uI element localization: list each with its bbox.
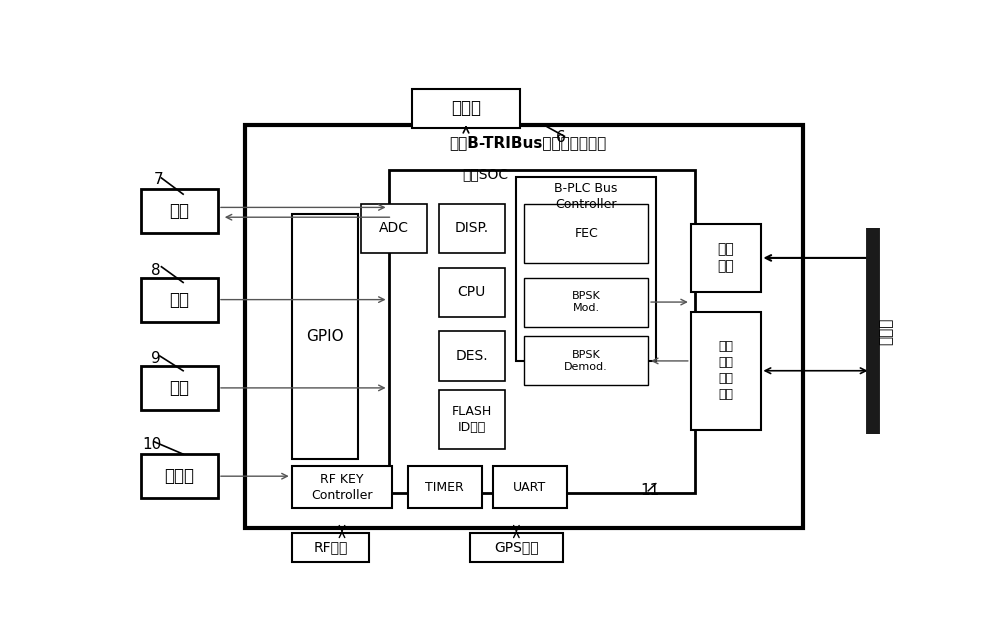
Text: 电子锁: 电子锁 [164,467,194,485]
Bar [412,89,520,128]
Bar [493,466,567,508]
Text: GPS接口: GPS接口 [494,540,539,554]
Text: 刹车: 刹车 [169,379,189,397]
Text: TIMER: TIMER [425,481,464,494]
Text: 10: 10 [142,437,161,452]
Bar [292,466,392,508]
Text: 仪表SOC: 仪表SOC [462,168,508,182]
Text: FEC: FEC [574,227,598,240]
Bar [140,454,218,498]
Text: 11: 11 [640,483,660,498]
Bar [292,533,369,562]
Text: UART: UART [513,481,547,494]
Text: 9: 9 [151,351,160,366]
Bar [245,125,803,527]
Bar [140,278,218,322]
Text: 6: 6 [556,130,566,145]
Text: 7: 7 [154,172,163,187]
Bar [524,336,648,385]
Bar [691,224,761,292]
Bar [361,204,427,253]
Bar [388,169,695,493]
Bar [516,177,656,361]
Text: 驱动
放大
缓冲
滤波: 驱动 放大 缓冲 滤波 [718,340,733,401]
Text: 供电
电路: 供电 电路 [717,242,734,273]
Text: RF接口: RF接口 [313,540,348,554]
Text: 转把: 转把 [169,203,189,220]
Bar [524,278,648,327]
Bar [439,268,505,317]
Text: CPU: CPU [458,285,486,299]
Text: BPSK
Mod.: BPSK Mod. [572,291,600,313]
Text: DES.: DES. [456,349,488,363]
Bar [140,366,218,410]
Text: 拨档: 拨档 [169,290,189,308]
Bar [470,533,563,562]
Text: DISP.: DISP. [455,222,489,236]
Text: 基于B-TRIBus的仪表盘控制器: 基于B-TRIBus的仪表盘控制器 [449,135,607,150]
Bar [140,189,218,233]
Text: GPIO: GPIO [306,329,344,344]
Bar [439,390,505,449]
Text: 8: 8 [151,262,160,278]
Bar [691,312,761,429]
Bar [292,214,358,459]
Bar [439,331,505,380]
Text: RF KEY
Controller: RF KEY Controller [311,473,373,502]
Text: BPSK
Demod.: BPSK Demod. [564,350,608,372]
Bar [408,466,482,508]
Text: 仪表盘: 仪表盘 [451,99,481,117]
Text: ADC: ADC [379,222,409,236]
Bar [524,204,648,263]
Text: FLASH
ID存储: FLASH ID存储 [452,405,492,434]
Bar [439,204,505,253]
Text: 信号线: 信号线 [879,318,894,345]
Text: B-PLC Bus
Controller: B-PLC Bus Controller [554,182,618,211]
